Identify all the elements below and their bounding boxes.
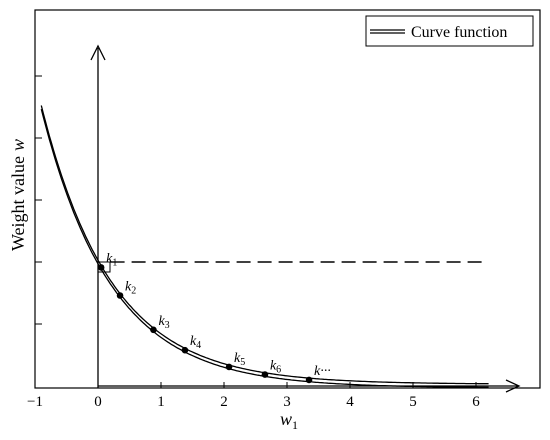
curve-point-label-3: k3 [158,314,169,331]
curve-point-5 [225,363,233,371]
curve-point-label-7: k··· [314,364,331,379]
curve-point-2 [116,292,124,299]
x-tick-label: 0 [94,394,102,410]
curve-point-7 [305,376,313,384]
y-arrow-head [90,44,106,61]
x-tick-label: 3 [283,394,291,410]
curve-point-1 [97,264,105,271]
curve-point-label-6: k6 [270,359,281,376]
curve-point-label-5: k5 [234,351,245,368]
legend-box [365,15,534,47]
curve-point-label-1: k1 [106,251,117,268]
y-axis-title-var: w [8,139,28,151]
y-axis-title: Weight value w [8,139,28,251]
x-tick-label: 2 [220,394,228,410]
curve-point-3 [150,326,157,334]
x-arrow-head [505,379,521,393]
x-tick-label: 6 [472,394,480,410]
curve-line-inner [40,108,489,388]
y-axis-title-text: Weight value [8,156,28,251]
x-axis-title: w1 [280,409,298,432]
curve-point-6 [261,371,269,378]
curve-point-4 [181,346,189,354]
curve-point-label-2: k2 [125,280,136,297]
curve-line-outer [40,105,489,385]
x-tick-label: 4 [346,394,354,410]
x-tick-label: −1 [27,394,43,410]
plot-frame [34,9,541,389]
x-tick-labels: −1 0 1 2 3 4 5 6 [27,394,480,410]
curve-point-label-4: k4 [190,334,201,351]
x-tick-label: 1 [157,394,165,410]
x-axis-title-sub: 1 [292,418,298,432]
curve-points: k1 k2 k3 k4 k5 k6 k··· [97,251,331,384]
x-tick-label: 5 [409,394,417,410]
legend: Curve function [365,15,534,47]
y-ticks [35,75,42,325]
x-axis-title-main: w [280,409,292,429]
legend-label: Curve function [411,24,507,41]
